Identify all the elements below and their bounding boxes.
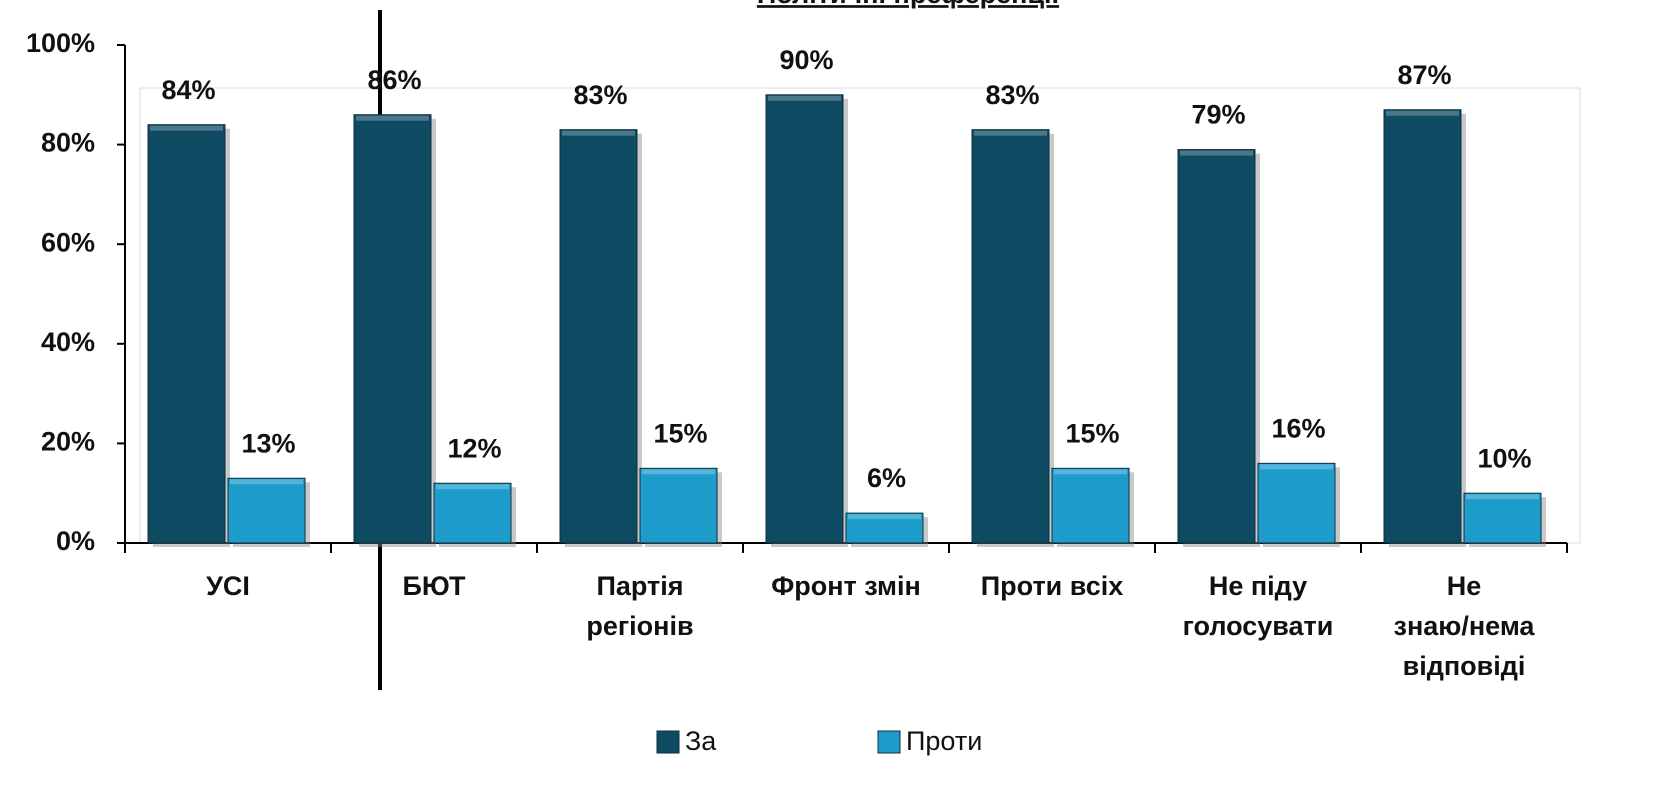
bar-highlight bbox=[1466, 494, 1539, 500]
y-tick-label: 0% bbox=[56, 526, 95, 556]
x-tick-label: Фронт змін bbox=[771, 571, 921, 601]
value-label: 15% bbox=[1065, 418, 1119, 448]
bar bbox=[147, 124, 226, 544]
x-tick-label: Не піду голосувати bbox=[1183, 571, 1334, 641]
value-label: 87% bbox=[1397, 60, 1451, 90]
bar-highlight bbox=[562, 130, 635, 136]
value-label: 6% bbox=[867, 463, 906, 493]
value-label: 15% bbox=[653, 418, 707, 448]
y-tick-label: 60% bbox=[41, 227, 95, 257]
bar-highlight bbox=[848, 514, 921, 520]
value-label: 83% bbox=[985, 80, 1039, 110]
bar-highlight bbox=[1260, 464, 1333, 470]
value-label: 16% bbox=[1271, 413, 1325, 443]
legend-label: За bbox=[685, 726, 717, 756]
bar bbox=[639, 467, 718, 544]
bar bbox=[353, 114, 432, 544]
value-label: 12% bbox=[447, 433, 501, 463]
value-label: 84% bbox=[161, 75, 215, 105]
x-tick-label: Проти всіх bbox=[981, 571, 1124, 601]
legend-label: Проти bbox=[906, 726, 982, 756]
x-tick-label: БЮТ bbox=[402, 571, 466, 601]
value-label: 10% bbox=[1477, 443, 1531, 473]
value-label: 79% bbox=[1191, 100, 1245, 130]
value-label: 83% bbox=[573, 80, 627, 110]
bar bbox=[433, 482, 512, 544]
bar-highlight bbox=[1386, 110, 1459, 116]
bar bbox=[845, 512, 924, 544]
value-label: 86% bbox=[367, 65, 421, 95]
y-tick-label: 20% bbox=[41, 427, 95, 457]
bar bbox=[1463, 492, 1542, 544]
value-label: 90% bbox=[779, 45, 833, 75]
y-tick-label: 40% bbox=[41, 327, 95, 357]
x-tick-label: УСІ bbox=[206, 571, 250, 601]
y-tick-label: 80% bbox=[41, 128, 95, 158]
bar-highlight bbox=[974, 130, 1047, 136]
bar-highlight bbox=[642, 469, 715, 475]
legend-swatch bbox=[656, 730, 680, 754]
bar bbox=[971, 129, 1050, 544]
legend-swatch bbox=[877, 730, 901, 754]
bar bbox=[1177, 149, 1256, 544]
bar bbox=[559, 129, 638, 544]
x-tick-label: Не знаю/нема відповіді bbox=[1394, 571, 1536, 681]
bar bbox=[1383, 109, 1462, 544]
chart-title: Політичні преференції bbox=[757, 0, 1061, 9]
bar-highlight bbox=[356, 115, 429, 121]
bar-highlight bbox=[768, 95, 841, 101]
bar-highlight bbox=[230, 479, 303, 485]
bar-highlight bbox=[150, 125, 223, 131]
bar bbox=[1051, 467, 1130, 544]
bar bbox=[765, 94, 844, 544]
bar bbox=[1257, 462, 1336, 544]
bar-highlight bbox=[1054, 469, 1127, 475]
x-tick-label: Партія регіонів bbox=[586, 571, 693, 641]
bar-highlight bbox=[1180, 150, 1253, 156]
bar bbox=[227, 477, 306, 544]
bar-highlight bbox=[436, 484, 509, 490]
value-label: 13% bbox=[241, 428, 295, 458]
y-tick-label: 100% bbox=[26, 28, 95, 58]
